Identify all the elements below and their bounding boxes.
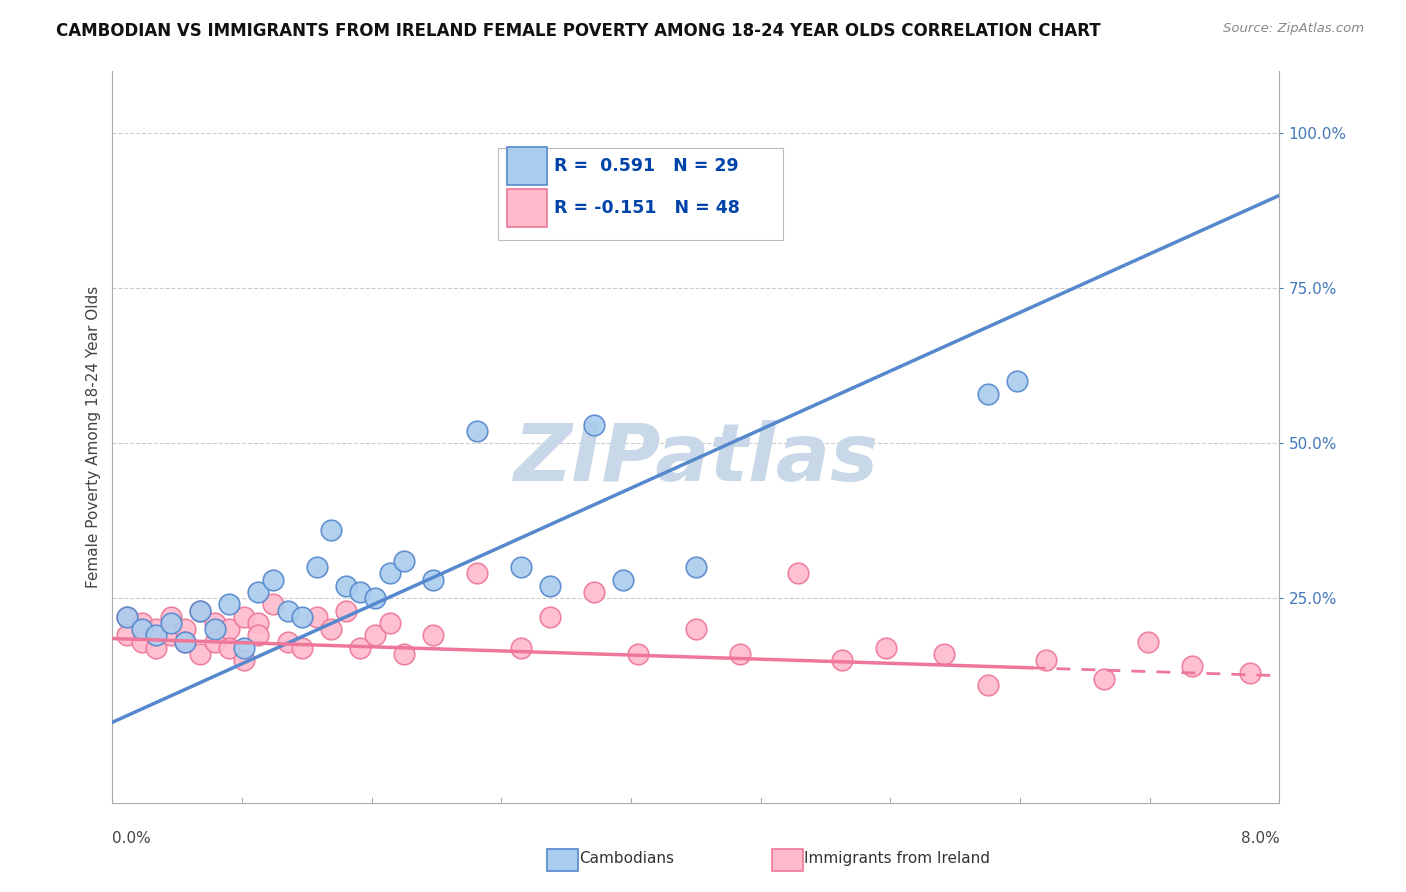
Point [160, 610, 183, 624]
Point [276, 634, 298, 648]
Point [685, 560, 707, 574]
Point [291, 640, 314, 655]
Point [509, 640, 531, 655]
Point [364, 591, 387, 606]
Point [174, 622, 197, 636]
Point [422, 573, 444, 587]
Point [932, 647, 955, 661]
Point [612, 573, 634, 587]
Point [1005, 374, 1028, 388]
Y-axis label: Female Poverty Among 18-24 Year Olds: Female Poverty Among 18-24 Year Olds [86, 286, 101, 588]
Point [218, 622, 240, 636]
Point [174, 634, 197, 648]
Point [131, 634, 153, 648]
Point [262, 598, 284, 612]
Point [349, 585, 371, 599]
Point [247, 628, 270, 642]
Point [204, 615, 226, 630]
Point [465, 424, 488, 438]
Point [509, 560, 531, 574]
Point [160, 628, 183, 642]
Point [1239, 665, 1261, 680]
Point [145, 640, 167, 655]
FancyBboxPatch shape [498, 148, 783, 240]
Point [145, 628, 167, 642]
Point [115, 628, 138, 642]
Point [204, 622, 226, 636]
Point [232, 653, 254, 667]
Text: 0.0%: 0.0% [112, 830, 152, 846]
Point [115, 610, 138, 624]
Text: CAMBODIAN VS IMMIGRANTS FROM IRELAND FEMALE POVERTY AMONG 18-24 YEAR OLDS CORREL: CAMBODIAN VS IMMIGRANTS FROM IRELAND FEM… [56, 22, 1101, 40]
Point [247, 615, 270, 630]
Point [247, 585, 270, 599]
Point [976, 386, 998, 401]
Text: Immigrants from Ireland: Immigrants from Ireland [804, 852, 990, 866]
Point [378, 615, 401, 630]
Text: Source: ZipAtlas.com: Source: ZipAtlas.com [1223, 22, 1364, 36]
Point [335, 604, 357, 618]
Text: ZIPatlas: ZIPatlas [513, 420, 879, 498]
Point [305, 560, 328, 574]
Point [188, 604, 211, 618]
Point [218, 640, 240, 655]
Point [627, 647, 650, 661]
Point [831, 653, 853, 667]
Point [276, 604, 298, 618]
Point [188, 647, 211, 661]
Point [1181, 659, 1204, 673]
Point [394, 554, 416, 568]
Point [787, 566, 810, 581]
Point [538, 579, 561, 593]
Point [232, 610, 254, 624]
Point [976, 678, 998, 692]
FancyBboxPatch shape [508, 189, 547, 227]
Point [160, 615, 183, 630]
Point [728, 647, 751, 661]
Point [321, 622, 343, 636]
Point [685, 622, 707, 636]
Point [364, 628, 387, 642]
Point [232, 640, 254, 655]
Point [335, 579, 357, 593]
Point [1094, 672, 1116, 686]
Point [174, 634, 197, 648]
Point [378, 566, 401, 581]
Point [131, 615, 153, 630]
Point [422, 628, 444, 642]
Point [291, 610, 314, 624]
Point [875, 640, 897, 655]
Point [582, 585, 605, 599]
Point [1137, 634, 1160, 648]
Point [349, 640, 371, 655]
Text: 8.0%: 8.0% [1240, 830, 1279, 846]
Point [115, 610, 138, 624]
Point [131, 622, 153, 636]
Point [394, 647, 416, 661]
Point [1035, 653, 1057, 667]
Text: R =  0.591   N = 29: R = 0.591 N = 29 [554, 158, 738, 176]
Point [582, 417, 605, 432]
Point [465, 566, 488, 581]
Point [305, 610, 328, 624]
Point [188, 604, 211, 618]
Point [218, 598, 240, 612]
Point [145, 622, 167, 636]
Point [321, 523, 343, 537]
Point [204, 634, 226, 648]
Point [262, 573, 284, 587]
Point [538, 610, 561, 624]
Text: R = -0.151   N = 48: R = -0.151 N = 48 [554, 199, 740, 217]
FancyBboxPatch shape [508, 147, 547, 186]
Text: Cambodians: Cambodians [579, 852, 675, 866]
